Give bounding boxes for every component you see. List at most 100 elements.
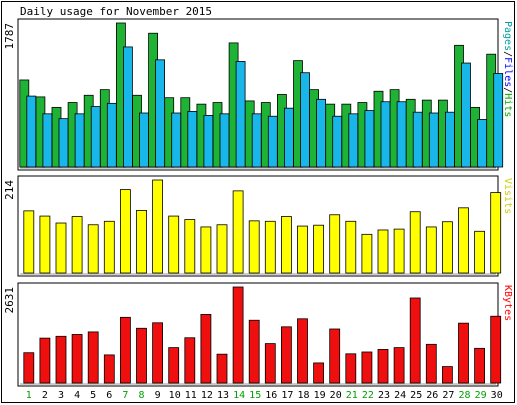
bar-kbytes-day-8 bbox=[136, 327, 147, 384]
bar-files-day-20 bbox=[332, 115, 343, 168]
bar-kbytes-day-21 bbox=[345, 353, 357, 384]
legend-separator: / bbox=[502, 51, 513, 57]
x-tick-label-day-1: 1 bbox=[26, 390, 32, 401]
bar-visits-day-5 bbox=[87, 224, 99, 274]
legend-entry-kbytes: KBytes bbox=[502, 285, 513, 321]
bar-visits-day-11 bbox=[184, 219, 196, 274]
legend-entry-pages: Pages bbox=[502, 21, 513, 51]
panel-visits: 214 Visits bbox=[3, 175, 513, 277]
x-axis-labels: 1 2 3 4 5 6 7 8 9 10 11 12 13 14 15 16 17 18 19 20 21 22 23 24 2… bbox=[26, 390, 503, 401]
x-tick-label-day-17: 17 bbox=[281, 390, 293, 401]
bar-kbytes-day-17 bbox=[280, 326, 292, 384]
bar-files-day-8 bbox=[139, 112, 149, 168]
bar-files-day-15 bbox=[251, 113, 262, 168]
bar-visits-day-8 bbox=[136, 210, 147, 274]
bar-visits-day-30 bbox=[490, 192, 502, 274]
bar-files-day-4 bbox=[74, 113, 85, 168]
bar-files-day-28 bbox=[461, 62, 471, 168]
bar-files-day-7 bbox=[123, 46, 133, 168]
bar-visits-day-18 bbox=[297, 225, 308, 274]
x-tick-label-day-2: 2 bbox=[42, 390, 48, 401]
bar-visits-day-29 bbox=[474, 230, 486, 274]
bar-visits-day-13 bbox=[216, 224, 228, 274]
legend-entry-hits: Hits bbox=[502, 93, 513, 117]
x-tick-label-day-19: 19 bbox=[314, 390, 326, 401]
bar-visits-day-17 bbox=[280, 216, 292, 274]
bar-kbytes-day-3 bbox=[55, 335, 67, 384]
panel-hits: 1787 Pages/Files/Hits bbox=[3, 18, 513, 171]
x-tick-label-day-24: 24 bbox=[394, 390, 406, 401]
bar-visits-day-14 bbox=[232, 190, 244, 274]
bar-kbytes-day-25 bbox=[409, 297, 421, 384]
legend-separator: / bbox=[502, 87, 513, 93]
series-files bbox=[26, 46, 504, 168]
bar-kbytes-day-24 bbox=[393, 347, 405, 384]
bar-kbytes-day-23 bbox=[377, 349, 389, 384]
x-tick-label-day-5: 5 bbox=[90, 390, 96, 401]
bar-visits-day-22 bbox=[361, 233, 373, 274]
bar-kbytes-day-10 bbox=[168, 347, 180, 384]
x-tick-label-day-28: 28 bbox=[458, 390, 470, 401]
y-max-label-kbytes: 2631 bbox=[3, 287, 16, 314]
bar-files-day-19 bbox=[316, 98, 327, 168]
bar-files-day-1 bbox=[26, 95, 37, 168]
bar-kbytes-day-9 bbox=[152, 322, 164, 384]
x-tick-label-day-22: 22 bbox=[362, 390, 374, 401]
y-max-label-hits: 1787 bbox=[3, 23, 16, 50]
x-tick-label-day-20: 20 bbox=[330, 390, 342, 401]
bar-kbytes-day-20 bbox=[329, 328, 341, 384]
bar-files-day-29 bbox=[477, 119, 488, 168]
bar-visits-day-10 bbox=[168, 215, 180, 274]
bar-files-day-17 bbox=[283, 107, 294, 168]
bar-kbytes-day-13 bbox=[216, 353, 228, 384]
bar-kbytes-day-4 bbox=[71, 334, 83, 384]
bar-kbytes-day-11 bbox=[184, 337, 196, 384]
bar-visits-day-15 bbox=[248, 220, 260, 274]
bar-kbytes-day-28 bbox=[458, 322, 469, 384]
legend-entry-visits: Visits bbox=[502, 178, 513, 214]
x-tick-label-day-27: 27 bbox=[442, 390, 454, 401]
bar-files-day-18 bbox=[300, 72, 310, 168]
x-tick-label-day-13: 13 bbox=[217, 390, 229, 401]
bar-visits-day-20 bbox=[329, 214, 341, 274]
bar-files-day-2 bbox=[42, 113, 53, 168]
bar-visits-day-2 bbox=[39, 215, 51, 274]
x-tick-label-day-26: 26 bbox=[426, 390, 438, 401]
y-max-label-visits: 214 bbox=[3, 180, 16, 200]
bar-files-day-25 bbox=[412, 111, 423, 168]
series-kbytes bbox=[23, 286, 502, 384]
bar-visits-day-9 bbox=[152, 179, 164, 274]
bar-files-day-23 bbox=[380, 101, 391, 168]
x-tick-label-day-18: 18 bbox=[297, 390, 309, 401]
x-tick-label-day-9: 9 bbox=[155, 390, 161, 401]
legend-visits: Visits bbox=[502, 178, 513, 214]
bar-kbytes-day-14 bbox=[232, 286, 244, 384]
x-tick-label-day-4: 4 bbox=[74, 390, 80, 401]
bar-visits-day-26 bbox=[425, 226, 437, 274]
bar-kbytes-day-30 bbox=[490, 315, 502, 384]
bar-kbytes-day-29 bbox=[474, 347, 486, 384]
bar-files-day-10 bbox=[171, 112, 182, 168]
bar-visits-day-28 bbox=[458, 207, 469, 274]
bar-visits-day-4 bbox=[71, 216, 83, 274]
bar-visits-day-25 bbox=[409, 211, 421, 274]
bar-files-day-9 bbox=[155, 59, 166, 168]
x-tick-label-day-7: 7 bbox=[122, 390, 128, 401]
x-tick-label-day-8: 8 bbox=[138, 390, 144, 401]
bar-files-day-11 bbox=[187, 110, 198, 168]
bar-kbytes-day-7 bbox=[120, 316, 131, 384]
bar-visits-day-7 bbox=[120, 189, 131, 274]
bar-files-day-21 bbox=[348, 113, 359, 168]
bar-visits-day-16 bbox=[264, 220, 276, 274]
bar-kbytes-day-18 bbox=[297, 318, 308, 384]
bar-kbytes-day-15 bbox=[248, 319, 260, 384]
bar-visits-day-1 bbox=[23, 210, 35, 274]
series-visits bbox=[23, 179, 502, 274]
bar-visits-day-3 bbox=[55, 222, 67, 274]
bar-files-day-6 bbox=[106, 102, 117, 168]
panel-kbytes: 2631 KBytes bbox=[3, 282, 513, 387]
bar-kbytes-day-26 bbox=[425, 343, 437, 384]
bar-kbytes-day-27 bbox=[441, 366, 453, 384]
